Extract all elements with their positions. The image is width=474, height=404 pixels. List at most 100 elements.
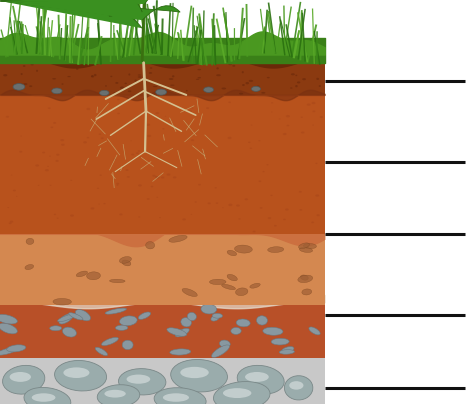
Ellipse shape bbox=[242, 84, 245, 86]
Ellipse shape bbox=[152, 175, 155, 177]
Ellipse shape bbox=[13, 84, 25, 90]
Ellipse shape bbox=[266, 164, 269, 165]
Ellipse shape bbox=[127, 176, 130, 178]
Ellipse shape bbox=[128, 90, 131, 92]
Ellipse shape bbox=[100, 175, 102, 176]
Ellipse shape bbox=[9, 221, 13, 223]
Ellipse shape bbox=[228, 101, 231, 103]
Ellipse shape bbox=[166, 173, 170, 176]
Ellipse shape bbox=[157, 90, 161, 93]
Ellipse shape bbox=[198, 184, 201, 185]
Ellipse shape bbox=[261, 92, 265, 94]
Ellipse shape bbox=[100, 90, 109, 95]
Ellipse shape bbox=[45, 169, 49, 171]
Ellipse shape bbox=[138, 76, 142, 78]
Ellipse shape bbox=[309, 327, 320, 335]
Ellipse shape bbox=[76, 271, 88, 277]
Ellipse shape bbox=[170, 349, 191, 355]
Polygon shape bbox=[0, 223, 325, 247]
Ellipse shape bbox=[95, 347, 108, 356]
Ellipse shape bbox=[227, 274, 237, 281]
Ellipse shape bbox=[279, 118, 281, 120]
Ellipse shape bbox=[236, 288, 248, 296]
Ellipse shape bbox=[245, 372, 269, 382]
Ellipse shape bbox=[188, 110, 192, 113]
Ellipse shape bbox=[101, 337, 118, 345]
Ellipse shape bbox=[295, 75, 297, 76]
Ellipse shape bbox=[222, 284, 236, 290]
Ellipse shape bbox=[267, 77, 270, 78]
Ellipse shape bbox=[121, 166, 124, 168]
Ellipse shape bbox=[169, 78, 173, 80]
Ellipse shape bbox=[115, 325, 128, 330]
Ellipse shape bbox=[212, 314, 222, 318]
Ellipse shape bbox=[263, 171, 264, 172]
Ellipse shape bbox=[70, 215, 74, 217]
Ellipse shape bbox=[169, 235, 187, 242]
Ellipse shape bbox=[76, 67, 79, 70]
Ellipse shape bbox=[35, 164, 39, 167]
Ellipse shape bbox=[125, 83, 127, 84]
Ellipse shape bbox=[62, 83, 64, 85]
Ellipse shape bbox=[119, 316, 137, 326]
Ellipse shape bbox=[316, 214, 320, 216]
Bar bbox=[0, 95, 325, 234]
Ellipse shape bbox=[253, 231, 255, 232]
Ellipse shape bbox=[289, 381, 303, 389]
Ellipse shape bbox=[286, 115, 290, 118]
Ellipse shape bbox=[47, 166, 49, 167]
Ellipse shape bbox=[194, 201, 197, 203]
Ellipse shape bbox=[6, 116, 9, 118]
Ellipse shape bbox=[182, 288, 197, 297]
Ellipse shape bbox=[297, 81, 301, 84]
PathPatch shape bbox=[109, 12, 142, 28]
Bar bbox=[0, 63, 325, 95]
Ellipse shape bbox=[303, 244, 317, 249]
Ellipse shape bbox=[20, 73, 23, 75]
Ellipse shape bbox=[100, 137, 104, 139]
Ellipse shape bbox=[299, 209, 302, 211]
Ellipse shape bbox=[302, 289, 312, 295]
Ellipse shape bbox=[23, 83, 27, 85]
Ellipse shape bbox=[172, 75, 174, 77]
Ellipse shape bbox=[202, 153, 204, 154]
Ellipse shape bbox=[50, 126, 53, 128]
Ellipse shape bbox=[315, 194, 319, 197]
Ellipse shape bbox=[237, 365, 284, 394]
PathPatch shape bbox=[114, 0, 142, 12]
Ellipse shape bbox=[94, 74, 97, 76]
Ellipse shape bbox=[91, 75, 93, 77]
Ellipse shape bbox=[120, 86, 124, 89]
Ellipse shape bbox=[300, 247, 312, 252]
Ellipse shape bbox=[126, 169, 128, 171]
Ellipse shape bbox=[156, 197, 158, 198]
Ellipse shape bbox=[221, 88, 226, 89]
Ellipse shape bbox=[119, 257, 131, 263]
Ellipse shape bbox=[91, 76, 94, 78]
Ellipse shape bbox=[49, 156, 51, 157]
Ellipse shape bbox=[196, 79, 199, 80]
Ellipse shape bbox=[260, 207, 263, 209]
Ellipse shape bbox=[151, 186, 153, 187]
Ellipse shape bbox=[175, 328, 189, 337]
Ellipse shape bbox=[20, 136, 22, 137]
Ellipse shape bbox=[19, 86, 21, 87]
Ellipse shape bbox=[298, 275, 313, 283]
Ellipse shape bbox=[201, 304, 217, 314]
Ellipse shape bbox=[191, 107, 193, 109]
Ellipse shape bbox=[216, 67, 219, 69]
Ellipse shape bbox=[32, 393, 55, 402]
Ellipse shape bbox=[250, 283, 260, 288]
Ellipse shape bbox=[122, 260, 131, 266]
Ellipse shape bbox=[191, 214, 192, 215]
Ellipse shape bbox=[250, 147, 252, 149]
Ellipse shape bbox=[227, 250, 237, 256]
Ellipse shape bbox=[19, 151, 22, 153]
Ellipse shape bbox=[0, 347, 18, 355]
Ellipse shape bbox=[57, 314, 76, 322]
Ellipse shape bbox=[311, 102, 316, 104]
Ellipse shape bbox=[60, 139, 64, 141]
Ellipse shape bbox=[155, 176, 160, 179]
Ellipse shape bbox=[307, 103, 310, 106]
Ellipse shape bbox=[55, 360, 107, 391]
